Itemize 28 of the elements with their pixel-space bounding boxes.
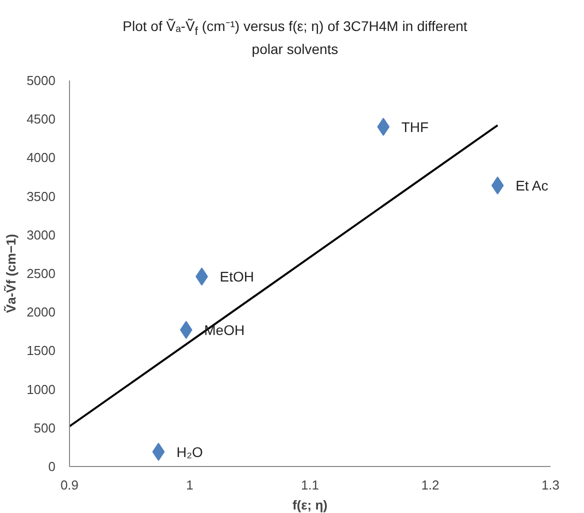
point [152, 442, 165, 461]
y-axis-title: Ṽa-Ṽf (cm−1) [4, 234, 19, 314]
y-tick-label: 4000 [26, 150, 56, 166]
y-tick-label: 500 [34, 420, 56, 436]
point [377, 118, 390, 136]
y-tick-label: 3500 [26, 188, 56, 204]
y-tick-label: 1000 [26, 382, 56, 397]
x-tick-label: 1.1 [300, 478, 320, 492]
chart-title: Plot of Ṽₐ-Ṽ$_{f}$ (cm⁻¹) versus f(ε; η) of 3C7H4M in different polar solvents [122, 17, 468, 58]
x-tick-label: 1 [186, 478, 194, 492]
annotation: EtOH [220, 268, 254, 285]
y-tick-label: 2000 [26, 304, 56, 320]
point [180, 320, 192, 339]
x-tick-label: 1.3 [541, 478, 560, 492]
y-tick-label: 3000 [26, 227, 56, 242]
y-tick-label: 1500 [26, 343, 56, 358]
x-tick-label: 0.9 [60, 478, 79, 492]
y-tick-label: 4500 [26, 112, 56, 127]
annotation: Et Ac [516, 177, 548, 194]
point [491, 176, 504, 194]
annotation: H₂O [176, 444, 204, 460]
x-tick-label: 1.2 [421, 478, 440, 492]
y-tick-label: 5000 [26, 73, 56, 88]
annotation: THF [401, 118, 429, 135]
annotation: MeOH [204, 322, 245, 338]
x-axis-title: f(ε; η) [292, 498, 328, 512]
y-tick-label: 0 [48, 459, 56, 474]
y-tick-label: 2500 [26, 266, 56, 281]
